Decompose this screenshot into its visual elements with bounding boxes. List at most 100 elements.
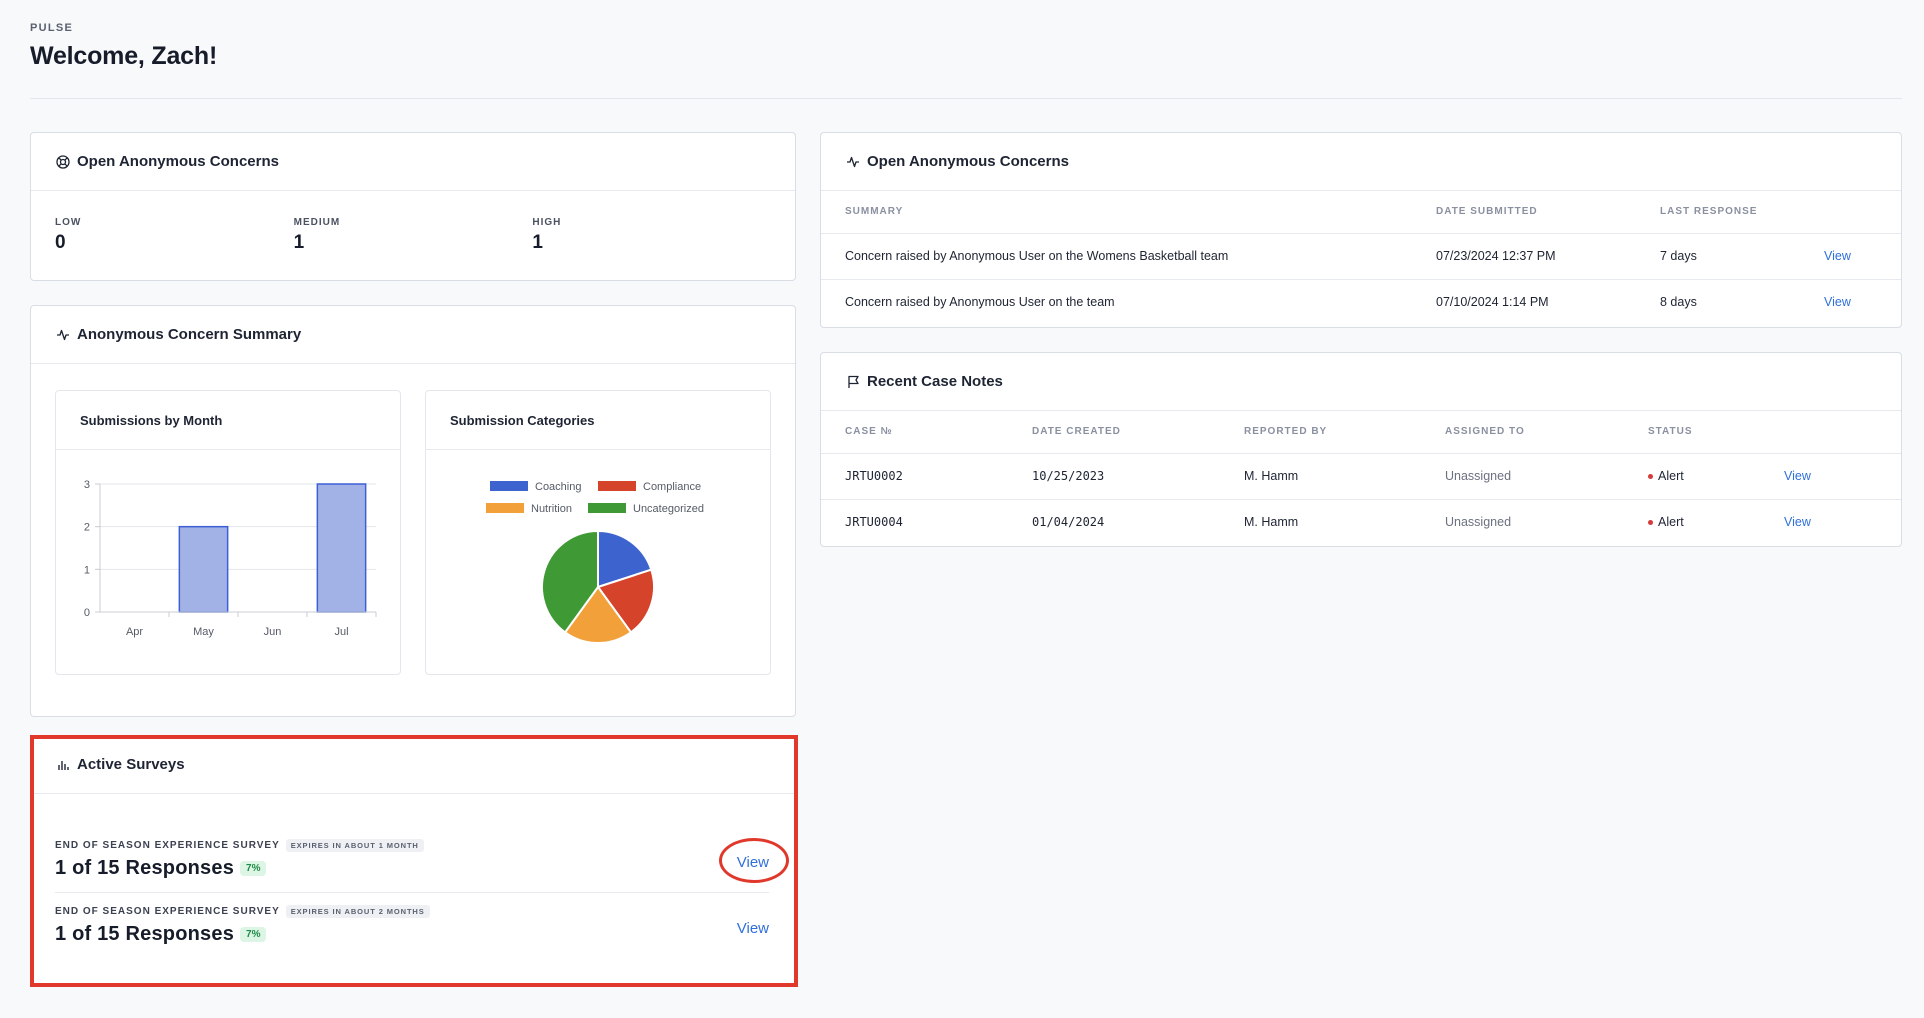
card-header: Open Anonymous Concerns xyxy=(821,133,1901,191)
level-value: 1 xyxy=(293,232,305,253)
status-label: Alert xyxy=(1658,469,1684,483)
card-header: Open Anonymous Concerns xyxy=(31,133,795,191)
view-case-link[interactable]: View xyxy=(1784,515,1811,530)
card-header: Active Surveys xyxy=(31,736,795,794)
survey-divider xyxy=(55,892,769,893)
column-header xyxy=(1760,411,1901,454)
level-label: HIGH xyxy=(532,217,562,228)
column-header: STATUS xyxy=(1624,411,1760,454)
activity-icon xyxy=(55,327,71,343)
survey-responses-row: 1 of 15 Responses 7% xyxy=(55,923,769,946)
view-survey-link[interactable]: View xyxy=(736,854,769,871)
y-tick-label: 2 xyxy=(84,522,90,534)
percent-badge: 7% xyxy=(240,927,267,942)
response-count: 1 of 15 Responses xyxy=(55,857,235,879)
survey-name: END OF SEASON EXPERIENCE SURVEY xyxy=(55,906,280,917)
survey-title-row: END OF SEASON EXPERIENCE SURVEY EXPIRES … xyxy=(55,839,769,852)
chart-title: Submissions by Month xyxy=(56,391,400,450)
bar xyxy=(316,483,367,613)
legend-label: Uncategorized xyxy=(633,503,704,515)
active-surveys-card: Active Surveys END OF SEASON EXPERIENCE … xyxy=(30,735,796,987)
chart-title: Submission Categories xyxy=(426,391,770,450)
levels-row: LOW 0 MEDIUM 1 HIGH 1 xyxy=(31,191,795,254)
case-number: JRTU0004 xyxy=(845,515,903,530)
concern-summary: Concern raised by Anonymous User on the … xyxy=(821,233,1412,280)
status-dot-icon xyxy=(1648,520,1653,526)
level-low: LOW 0 xyxy=(55,217,294,254)
column-header: CASE № xyxy=(821,411,1008,454)
column-header xyxy=(1800,191,1901,234)
case-status: Alert xyxy=(1624,453,1760,500)
expiry-badge: EXPIRES IN ABOUT 1 MONTH xyxy=(285,839,424,852)
pie-chart: Coaching Compliance Nutrition Uncategorized xyxy=(486,481,704,644)
survey-title-row: END OF SEASON EXPERIENCE SURVEY EXPIRES … xyxy=(55,905,769,918)
y-tick-label: 1 xyxy=(84,564,90,576)
concern-date: 07/23/2024 12:37 PM xyxy=(1412,233,1636,280)
bar-chart: 0 1 2 3 Apr May Jun Jul xyxy=(84,479,377,638)
column-header: ASSIGNED TO xyxy=(1421,411,1624,454)
level-label: LOW xyxy=(55,217,82,228)
response-count: 1 of 15 Responses xyxy=(55,923,235,945)
case-notes-card: Recent Case Notes CASE № DATE CREATED RE… xyxy=(820,352,1902,547)
view-concern-link[interactable]: View xyxy=(1800,233,1901,280)
concern-summary: Concern raised by Anonymous User on the … xyxy=(845,295,1115,310)
view-case-link[interactable]: View xyxy=(1760,453,1901,500)
page-header: PULSE Welcome, Zach! xyxy=(30,22,1902,71)
column-header: SUMMARY xyxy=(821,191,1412,234)
survey-item: END OF SEASON EXPERIENCE SURVEY EXPIRES … xyxy=(55,905,769,946)
card-title: Open Anonymous Concerns xyxy=(867,153,1069,170)
flag-icon xyxy=(845,374,861,390)
case-date: 10/25/2023 xyxy=(1008,453,1220,500)
survey-responses-row: 1 of 15 Responses 7% xyxy=(55,857,769,880)
column-header: REPORTED BY xyxy=(1220,411,1421,454)
case-date: 01/04/2024 xyxy=(1032,515,1105,530)
table-header-row: SUMMARY DATE SUBMITTED LAST RESPONSE xyxy=(821,191,1901,234)
card-title: Active Surveys xyxy=(77,756,185,773)
table-row: JRTU0004 01/04/2024 M. Hamm Unassigned A… xyxy=(821,499,1901,545)
card-header: Anonymous Concern Summary xyxy=(31,306,795,364)
survey-item: END OF SEASON EXPERIENCE SURVEY EXPIRES … xyxy=(55,839,769,880)
concerns-table: SUMMARY DATE SUBMITTED LAST RESPONSE Con… xyxy=(821,191,1901,325)
header-divider xyxy=(30,98,1902,99)
level-medium: MEDIUM 1 xyxy=(294,217,533,254)
pie-slice xyxy=(563,585,633,644)
pie-slice xyxy=(596,568,655,634)
card-title: Open Anonymous Concerns xyxy=(77,153,279,170)
concern-summary-card: Anonymous Concern Summary Submissions by… xyxy=(30,305,796,717)
case-assignee: Unassigned xyxy=(1421,453,1624,500)
expiry-badge: EXPIRES IN ABOUT 2 MONTHS xyxy=(285,905,430,918)
case-reporter: M. Hamm xyxy=(1244,515,1299,530)
legend-label: Nutrition xyxy=(531,503,572,515)
x-tick-label: Jun xyxy=(264,626,282,638)
concern-date: 07/10/2024 1:14 PM xyxy=(1436,295,1549,310)
case-number: JRTU0002 xyxy=(821,453,1008,500)
table-row: JRTU0002 10/25/2023 M. Hamm Unassigned A… xyxy=(821,453,1901,500)
brand-label: PULSE xyxy=(30,22,74,34)
legend-swatch xyxy=(588,503,626,513)
open-concerns-levels-card: Open Anonymous Concerns LOW 0 MEDIUM 1 H… xyxy=(30,132,796,281)
case-reporter: M. Hamm xyxy=(1220,453,1421,500)
legend-swatch xyxy=(486,503,524,513)
card-title: Anonymous Concern Summary xyxy=(77,326,302,343)
x-tick-label: May xyxy=(193,626,214,638)
concern-last-response: 7 days xyxy=(1636,233,1800,280)
lifebuoy-icon xyxy=(55,154,71,170)
column-header: DATE CREATED xyxy=(1008,411,1220,454)
column-header: LAST RESPONSE xyxy=(1636,191,1800,234)
bar-chart-card: Submissions by Month 0 1 2 3 Apr May Jun Jul xyxy=(55,390,401,675)
column-header: DATE SUBMITTED xyxy=(1412,191,1636,234)
case-notes-table: CASE № DATE CREATED REPORTED BY ASSIGNED… xyxy=(821,411,1901,545)
status-label: Alert xyxy=(1658,515,1684,530)
x-tick-label: Apr xyxy=(126,626,143,638)
open-concerns-table-card: Open Anonymous Concerns SUMMARY DATE SUB… xyxy=(820,132,1902,328)
status-dot-icon xyxy=(1648,474,1653,480)
legend-swatch xyxy=(598,481,636,491)
x-tick-label: Jul xyxy=(334,626,348,638)
view-survey-link[interactable]: View xyxy=(736,920,769,937)
percent-badge: 7% xyxy=(240,861,267,876)
card-title: Recent Case Notes xyxy=(867,373,1003,390)
view-concern-link[interactable]: View xyxy=(1824,295,1851,310)
legend-swatch xyxy=(490,481,528,491)
pie-chart-card: Submission Categories Coaching Compliance… xyxy=(425,390,771,675)
y-tick-label: 3 xyxy=(84,479,90,491)
